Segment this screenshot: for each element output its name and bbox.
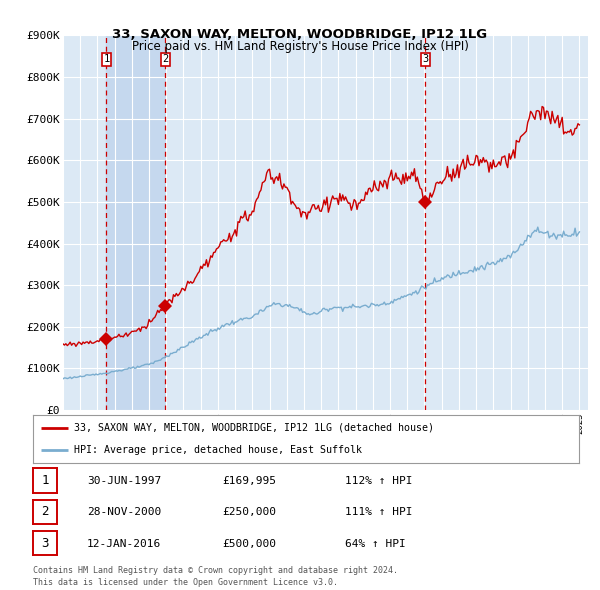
Text: £250,000: £250,000 [222,507,276,517]
Text: 28-NOV-2000: 28-NOV-2000 [87,507,161,517]
Text: 1: 1 [103,54,110,64]
Text: 3: 3 [41,536,49,550]
Text: 33, SAXON WAY, MELTON, WOODBRIDGE, IP12 1LG: 33, SAXON WAY, MELTON, WOODBRIDGE, IP12 … [112,28,488,41]
Bar [106,35,164,410]
Text: Price paid vs. HM Land Registry's House Price Index (HPI): Price paid vs. HM Land Registry's House … [131,40,469,53]
Text: Contains HM Land Registry data © Crown copyright and database right 2024.
This d: Contains HM Land Registry data © Crown c… [33,566,398,587]
Text: 2: 2 [41,505,49,519]
Text: 30-JUN-1997: 30-JUN-1997 [87,476,161,486]
Text: 3: 3 [422,54,429,64]
Text: £169,995: £169,995 [222,476,276,486]
Text: 1: 1 [41,474,49,487]
Text: 12-JAN-2016: 12-JAN-2016 [87,539,161,549]
Text: 112% ↑ HPI: 112% ↑ HPI [345,476,413,486]
Text: 33, SAXON WAY, MELTON, WOODBRIDGE, IP12 1LG (detached house): 33, SAXON WAY, MELTON, WOODBRIDGE, IP12 … [74,423,434,433]
Text: 111% ↑ HPI: 111% ↑ HPI [345,507,413,517]
Text: HPI: Average price, detached house, East Suffolk: HPI: Average price, detached house, East… [74,445,362,455]
Text: £500,000: £500,000 [222,539,276,549]
Text: 2: 2 [162,54,169,64]
Text: 64% ↑ HPI: 64% ↑ HPI [345,539,406,549]
